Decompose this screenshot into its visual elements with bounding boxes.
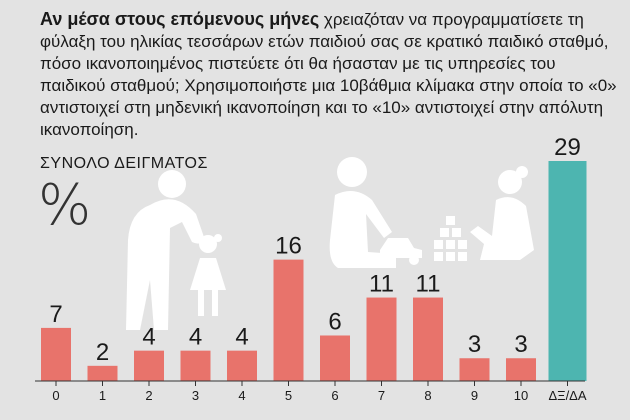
category-label-7: 7 <box>378 388 385 403</box>
survey-question: Αν μέσα στους επόμενους μήνες χρειαζόταν… <box>40 8 620 141</box>
category-label-5: 5 <box>285 388 292 403</box>
category-label-6: 6 <box>331 388 338 403</box>
bar-8 <box>413 297 443 381</box>
bar-5 <box>273 259 304 381</box>
bar-7 <box>366 297 397 381</box>
bar-3 <box>180 350 211 381</box>
value-label-11: 29 <box>554 134 581 161</box>
category-label-3: 3 <box>192 388 199 403</box>
bar-1 <box>87 365 118 381</box>
value-label-1: 2 <box>96 339 109 366</box>
value-labels-layer: 7 2 4 4 4 16 6 11 11 3 3 29 <box>49 134 581 366</box>
child-figure-icon <box>190 234 226 316</box>
value-label-7: 11 <box>369 271 394 298</box>
kneeling-child-icon <box>470 166 534 260</box>
question-body: χρειαζόταν να προγραμματίσετε τη φύλαξη … <box>40 10 617 139</box>
bar-0 <box>41 327 71 381</box>
value-label-10: 3 <box>514 331 527 358</box>
family-illustration <box>126 157 534 330</box>
value-label-9: 3 <box>468 331 481 358</box>
toy-car-icon <box>380 238 422 265</box>
category-label-9: 9 <box>471 388 478 403</box>
bar-9 <box>459 358 490 381</box>
category-label-0: 0 <box>52 388 59 403</box>
category-label-4: 4 <box>238 388 245 403</box>
question-lead: Αν μέσα στους επόμενους μήνες <box>40 9 320 29</box>
value-label-2: 4 <box>142 324 155 351</box>
category-label-2: 2 <box>145 388 152 403</box>
bars-layer <box>41 161 587 381</box>
value-label-8: 11 <box>416 271 441 298</box>
bar-11 <box>548 161 587 381</box>
category-label-10: 10 <box>514 388 528 403</box>
category-label-8: 8 <box>424 388 431 403</box>
bar-10 <box>506 358 536 381</box>
bar-6 <box>320 335 350 381</box>
category-labels-layer: 0 1 2 3 4 5 6 7 8 9 10 ΔΞ/ΔΑ <box>52 388 586 403</box>
sample-label: ΣΥΝΟΛΟ ΔΕΙΓΜΑΤΟΣ <box>40 155 208 172</box>
value-label-6: 6 <box>328 308 341 335</box>
value-label-3: 4 <box>189 324 202 351</box>
adult-figure-icon <box>126 170 205 330</box>
kneeling-adult-icon <box>329 157 396 268</box>
value-label-0: 7 <box>49 301 62 328</box>
value-label-5: 16 <box>275 233 302 260</box>
category-label-11: ΔΞ/ΔΑ <box>548 388 586 403</box>
bar-4 <box>227 350 257 381</box>
value-label-4: 4 <box>235 324 248 351</box>
category-label-1: 1 <box>99 388 106 403</box>
percent-unit-label: % <box>38 173 92 238</box>
x-axis-ticks <box>55 381 568 386</box>
toy-blocks-icon <box>434 216 467 261</box>
bar-2 <box>134 350 164 381</box>
